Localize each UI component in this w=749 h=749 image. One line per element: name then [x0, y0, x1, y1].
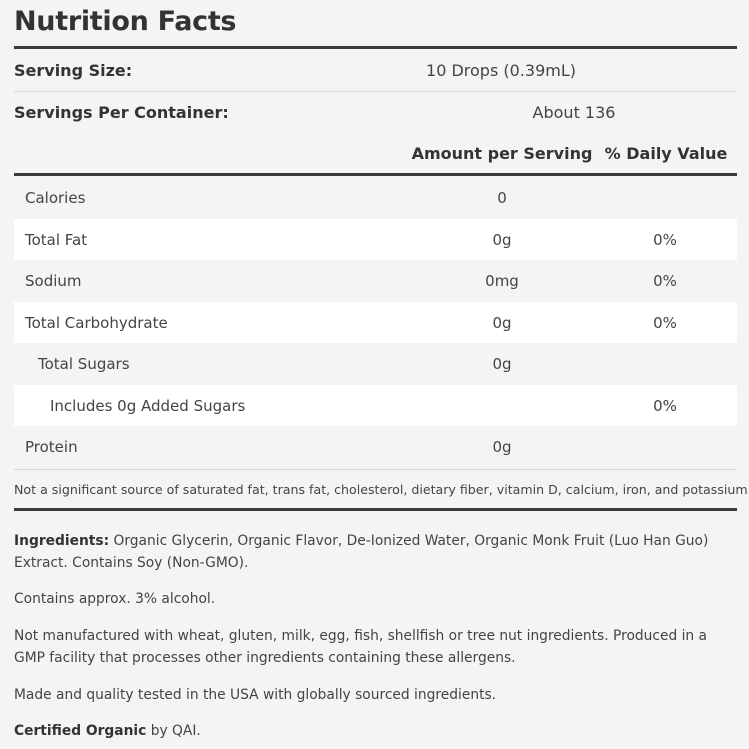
nutrient-name: Sodium — [25, 272, 82, 290]
nutrition-footnote: Not a significant source of saturated fa… — [14, 482, 749, 497]
nutrient-amount: 0mg — [485, 272, 519, 290]
serving-size-rule — [14, 91, 737, 92]
nutrient-name: Total Sugars — [38, 355, 130, 373]
serving-size-value: 10 Drops (0.39mL) — [426, 61, 576, 80]
servings-per-container-label: Servings Per Container: — [14, 103, 229, 122]
nutrient-daily-value: 0% — [653, 397, 677, 415]
certification-note: Certified Organic by QAI. — [14, 720, 737, 742]
nutrient-daily-value: 0% — [653, 272, 677, 290]
certification-label: Certified Organic — [14, 723, 147, 739]
nutrient-amount: 0 — [497, 189, 507, 207]
nutrient-row-sodium: Sodium 0mg 0% — [14, 260, 737, 301]
ingredients-statement: Ingredients: Organic Glycerin, Organic F… — [14, 530, 737, 574]
alcohol-note: Contains approx. 3% alcohol. — [14, 591, 216, 607]
nutrient-row-total-sugars: Total Sugars 0g — [14, 343, 737, 384]
servings-per-container-value: About 136 — [532, 103, 616, 122]
nutrient-name: Calories — [25, 189, 86, 207]
header-rule — [14, 173, 737, 176]
nutrient-amount: 0g — [492, 438, 512, 456]
allergen-note: Not manufactured with wheat, gluten, mil… — [14, 628, 708, 666]
ingredients-label: Ingredients: — [14, 533, 110, 549]
nutrient-name: Total Carbohydrate — [25, 314, 168, 332]
nutrient-daily-value: 0% — [653, 314, 677, 332]
panel-title: Nutrition Facts — [14, 6, 237, 37]
daily-value-header: % Daily Value — [604, 144, 728, 163]
nutrient-name: Total Fat — [25, 231, 88, 249]
serving-size-label: Serving Size: — [14, 61, 133, 80]
nutrient-name: Protein — [25, 438, 78, 456]
certification-text: by QAI. — [150, 723, 201, 739]
nutrient-amount: 0g — [492, 314, 512, 332]
nutrient-row-total-fat: Total Fat 0g 0% — [14, 219, 737, 260]
ingredients-text: Organic Glycerin, Organic Flavor, De-Ion… — [14, 533, 709, 571]
nutrient-row-protein: Protein 0g — [14, 426, 737, 467]
footnote-rule — [14, 508, 737, 511]
nutrient-name: Includes 0g Added Sugars — [50, 397, 246, 415]
nutrient-amount: 0g — [492, 355, 512, 373]
amount-per-serving-header: Amount per Serving — [411, 144, 593, 163]
nutrient-daily-value: 0% — [653, 231, 677, 249]
rows-bottom-rule — [14, 469, 737, 470]
title-rule — [14, 46, 737, 49]
nutrient-row-added-sugars: Includes 0g Added Sugars 0% — [14, 385, 737, 426]
nutrient-row-calories: Calories 0 — [14, 177, 737, 218]
nutrient-amount: 0g — [492, 231, 512, 249]
origin-note: Made and quality tested in the USA with … — [14, 687, 497, 703]
nutrient-row-total-carbohydrate: Total Carbohydrate 0g 0% — [14, 302, 737, 343]
